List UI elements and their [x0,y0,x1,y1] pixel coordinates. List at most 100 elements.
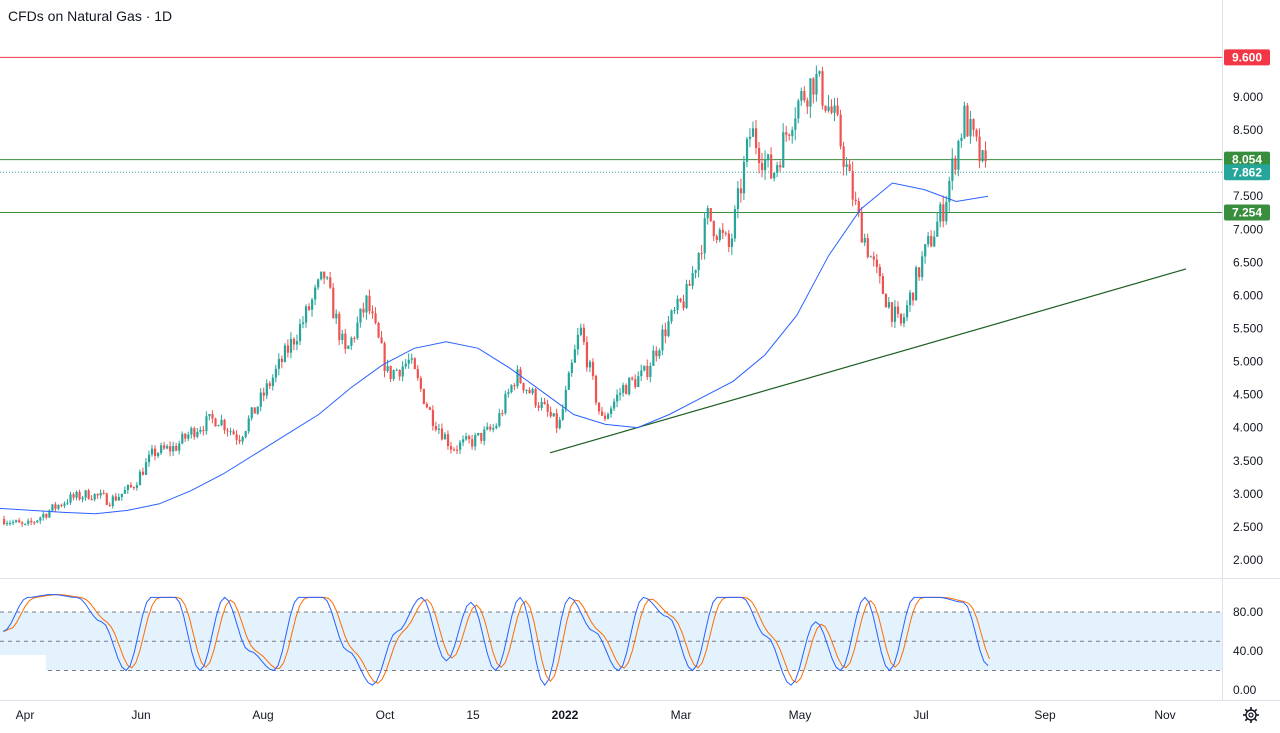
candle-body [392,370,395,380]
candle-body [226,430,229,432]
candle-body [105,493,108,505]
candle-body [78,491,81,500]
candle-body [323,271,326,279]
candle-body [733,209,737,239]
candle-body [365,295,368,313]
candle-body [842,146,845,167]
candle-body [69,494,72,503]
candle-body [902,317,906,324]
candle-body [625,385,628,395]
price-tick-label: 8.500 [1233,123,1263,137]
candle-body [839,114,842,147]
candle-body [344,333,347,349]
candle-body [96,493,99,496]
candle-body [75,491,78,498]
candle-body [791,129,794,136]
candle-body [905,305,909,318]
candle-body [628,377,631,395]
candle-body [501,413,504,415]
candle-body [821,71,824,106]
candle-body [72,494,75,498]
candle-body [779,165,782,168]
candle-body [462,439,465,443]
candle-body [673,310,676,312]
candle-body [742,161,746,194]
candle-body [181,433,184,444]
candle-body [135,485,139,488]
candle-body [199,429,202,432]
candle-body [685,284,688,308]
candle-body [540,402,543,408]
time-tick-label: Aug [252,708,273,722]
candle-body [754,128,758,149]
candle-body [205,416,208,432]
candle-body [298,324,302,342]
price-tick-label: 7.500 [1233,189,1263,203]
candle-body [939,204,942,222]
candle-body [951,158,954,182]
candle-body [727,233,730,247]
candle-body [591,361,595,376]
candle-body [670,310,673,322]
candle-body [549,411,552,417]
candle-body [661,329,664,351]
candle-body [761,163,764,171]
candle-body [120,493,123,497]
candle-body [386,365,389,372]
candle-body [942,204,945,222]
candle-body [715,236,718,240]
candle-body [465,436,468,440]
candle-body [114,496,117,501]
candle-body [102,492,105,494]
candle-body [317,279,320,288]
candle-body [860,212,863,243]
candle-body [241,436,244,442]
time-tick-label: May [789,708,812,722]
candle-body [803,90,806,101]
candle-body [764,159,767,171]
candle-body [869,256,872,258]
candle-body [558,419,561,429]
candle-body [33,522,36,524]
candle-body [960,137,963,141]
candle-body [830,106,833,113]
candle-body [610,408,613,415]
candle-body [338,313,341,341]
candle-body [108,504,111,506]
candle-body [217,425,220,427]
stoch-tick-label: 40.00 [1233,644,1263,658]
candle-body [126,484,130,491]
candle-body [767,154,770,160]
candle-body [431,409,435,426]
candle-body [824,105,827,111]
candle-body [697,253,700,271]
candle-body [326,277,329,279]
candle-body [534,389,537,406]
candles-group [3,65,987,527]
candle-body [984,150,987,162]
candle-body [377,322,380,338]
candle-body [456,449,459,451]
candle-body [129,484,133,488]
time-tick-label: 2022 [552,708,579,722]
candle-body [196,431,199,437]
candle-body [353,337,356,339]
candle-body [709,208,712,221]
candle-body [579,327,583,335]
candle-body [785,132,788,135]
settings-gear-icon[interactable] [1242,706,1260,724]
candle-body [957,140,960,170]
candle-body [24,523,27,525]
candle-body [688,284,691,286]
candle-body [893,306,897,322]
candle-body [329,277,332,288]
chart-title: CFDs on Natural Gas · 1D [8,8,173,24]
candle-body [157,453,160,457]
time-tick-label: Mar [671,708,692,722]
candle-body [247,418,250,432]
candle-body [410,358,413,360]
ascending-trendline[interactable] [549,268,1187,454]
candle-body [184,433,187,439]
